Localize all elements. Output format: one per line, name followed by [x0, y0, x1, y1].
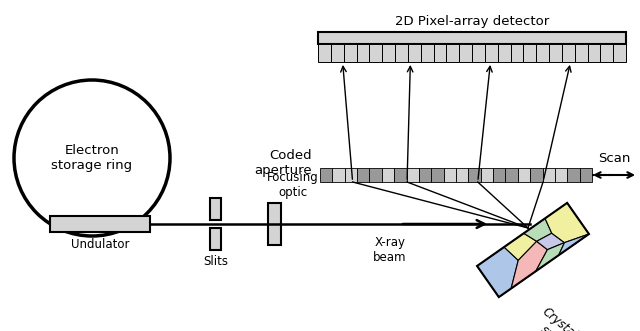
Bar — [357, 168, 369, 182]
Bar — [613, 44, 626, 62]
Bar — [518, 168, 530, 182]
Bar — [524, 44, 536, 62]
Polygon shape — [524, 218, 552, 241]
Bar — [318, 32, 626, 44]
Bar — [382, 44, 395, 62]
Text: Undulator: Undulator — [71, 238, 129, 251]
Text: Coded
aperture: Coded aperture — [254, 149, 312, 177]
Polygon shape — [545, 203, 589, 243]
Polygon shape — [536, 243, 564, 271]
Bar — [394, 168, 406, 182]
Bar — [498, 44, 511, 62]
Bar — [444, 168, 456, 182]
Bar — [382, 168, 394, 182]
Bar — [459, 44, 472, 62]
Text: Electron
storage ring: Electron storage ring — [51, 144, 132, 172]
Bar — [575, 44, 588, 62]
Bar — [50, 216, 150, 232]
Text: Focusing
optic: Focusing optic — [267, 171, 318, 199]
Polygon shape — [511, 241, 547, 289]
Bar — [580, 168, 592, 182]
Bar — [493, 168, 506, 182]
Bar — [446, 44, 459, 62]
Polygon shape — [477, 247, 518, 297]
Bar — [210, 198, 221, 220]
Text: Crystalline
sample: Crystalline sample — [530, 305, 596, 331]
Polygon shape — [504, 233, 537, 260]
Bar — [456, 168, 468, 182]
Bar — [530, 168, 543, 182]
Bar — [562, 44, 575, 62]
Bar — [344, 44, 356, 62]
Bar — [320, 168, 332, 182]
Bar — [419, 168, 431, 182]
Bar — [555, 168, 567, 182]
Bar — [331, 44, 344, 62]
Bar — [406, 168, 419, 182]
Bar — [549, 44, 562, 62]
Bar — [369, 44, 382, 62]
Bar — [433, 44, 446, 62]
Bar — [506, 168, 518, 182]
Bar — [356, 44, 369, 62]
Bar — [511, 44, 524, 62]
Bar — [408, 44, 420, 62]
Bar — [536, 44, 549, 62]
Bar — [588, 44, 600, 62]
Text: Scan: Scan — [598, 152, 630, 165]
Bar — [210, 228, 221, 250]
Bar — [345, 168, 357, 182]
Bar — [268, 203, 281, 245]
Bar — [369, 168, 382, 182]
Polygon shape — [537, 233, 564, 250]
Bar — [431, 168, 444, 182]
Bar — [472, 44, 485, 62]
Polygon shape — [559, 234, 589, 255]
Bar — [468, 168, 481, 182]
Bar — [567, 168, 580, 182]
Bar — [600, 44, 613, 62]
Text: X-ray
beam: X-ray beam — [373, 236, 407, 264]
Bar — [332, 168, 345, 182]
Bar — [395, 44, 408, 62]
Bar — [485, 44, 498, 62]
Bar — [481, 168, 493, 182]
Bar — [420, 44, 433, 62]
Text: Slits: Slits — [203, 255, 228, 268]
Bar — [318, 44, 331, 62]
Text: 2D Pixel-array detector: 2D Pixel-array detector — [395, 15, 549, 28]
Bar — [543, 168, 555, 182]
